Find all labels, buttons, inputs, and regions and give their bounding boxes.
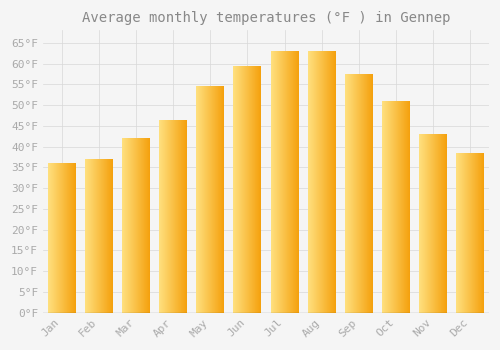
Title: Average monthly temperatures (°F ) in Gennep: Average monthly temperatures (°F ) in Ge… [82,11,450,25]
